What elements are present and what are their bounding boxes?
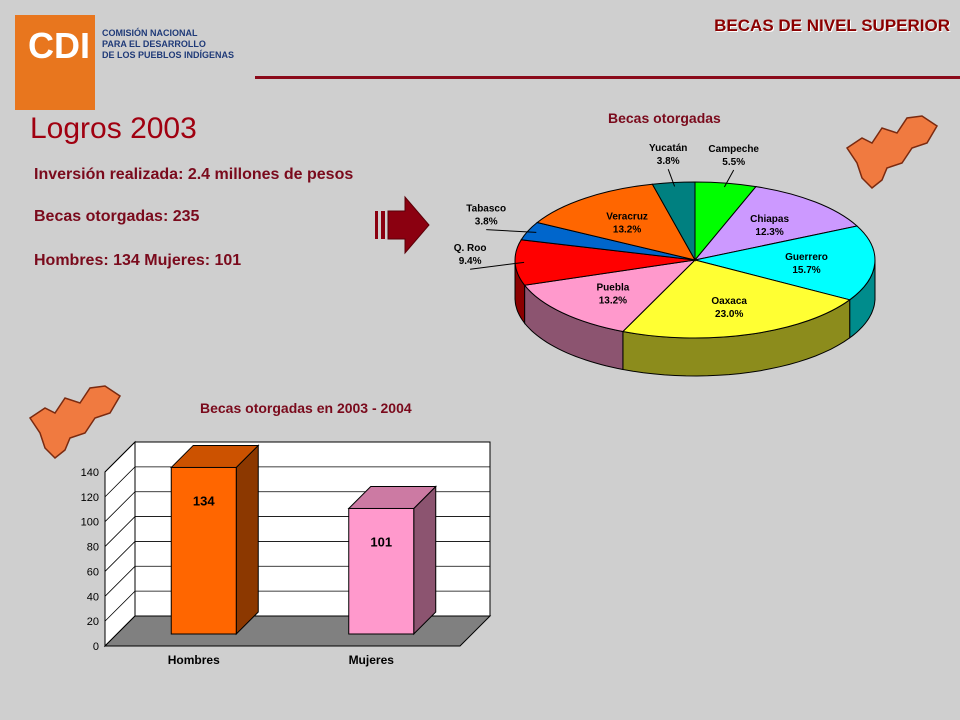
pie-leader-line xyxy=(723,169,735,188)
y-tick-label: 140 xyxy=(81,467,99,479)
gridline xyxy=(104,466,490,498)
pie-slice-4 xyxy=(523,259,697,333)
pie-leader-line xyxy=(470,261,525,270)
slide-title: BECAS DE NIVEL SUPERIOR xyxy=(714,16,950,35)
page-heading: Logros 2003 xyxy=(30,112,197,145)
pie-slice-7 xyxy=(536,183,696,261)
cdi-logo: CDI COMISIÓN NACIONAL PARA EL DESARROLLO… xyxy=(15,15,234,110)
pie-label-2: Guerrero xyxy=(785,252,828,263)
map-icon xyxy=(845,115,939,190)
pie-leader-line xyxy=(486,229,537,233)
pie-value-3: 23.0% xyxy=(715,309,743,320)
pie-label-0: Campeche xyxy=(708,144,759,155)
y-tick-label: 100 xyxy=(81,517,99,529)
plot-side-wall xyxy=(104,440,136,648)
investment-text: Inversión realizada: 2.4 millones de pes… xyxy=(34,166,354,183)
pie-value-8: 3.8% xyxy=(657,156,680,167)
pie-slice-1 xyxy=(693,186,859,261)
becas-text: Becas otorgadas: 235 xyxy=(34,208,200,225)
bar-data-label: 134 xyxy=(193,493,215,508)
pie-slice-3 xyxy=(621,259,851,339)
org-line-2: PARA EL DESARROLLO xyxy=(102,39,206,49)
bar-chart: 0 20 40 60 80 100 120 140 134 Hombres 101 Mujeres xyxy=(81,440,492,667)
gridline xyxy=(104,441,490,473)
title-divider xyxy=(255,76,960,79)
gender-text: Hombres: 134 Mujeres: 101 xyxy=(34,252,242,269)
logo-text: CDI xyxy=(28,25,90,66)
y-tick-label: 60 xyxy=(87,566,99,578)
y-tick-label: 40 xyxy=(87,591,99,603)
pie-label-1: Chiapas xyxy=(750,214,789,225)
bar-mujeres xyxy=(348,507,415,635)
org-line-3: DE LOS PUEBLOS INDÍGENAS xyxy=(102,50,234,60)
pie-value-5: 9.4% xyxy=(459,256,482,267)
pie-value-7: 13.2% xyxy=(613,225,641,236)
x-category-label: Mujeres xyxy=(349,653,395,667)
pie-label-5: Q. Roo xyxy=(454,243,487,254)
map-icon xyxy=(28,385,122,460)
y-tick-label: 120 xyxy=(81,492,99,504)
pie-label-6: Tabasco xyxy=(466,204,506,215)
arrow-right-icon xyxy=(375,195,430,255)
pie-value-6: 3.8% xyxy=(475,217,498,228)
bar-side xyxy=(413,485,437,636)
pie-value-1: 12.3% xyxy=(755,227,783,238)
pie-chart-title: Becas otorgadas xyxy=(608,110,721,126)
bar-data-label: 101 xyxy=(370,534,392,549)
pie-leader-line xyxy=(667,169,676,187)
pie-label-7: Veracruz xyxy=(606,212,648,223)
pie-slice-2 xyxy=(694,225,876,301)
y-tick-label: 80 xyxy=(87,542,99,554)
bar-side xyxy=(235,444,259,636)
y-tick-label: 20 xyxy=(87,616,99,628)
org-line-1: COMISIÓN NACIONAL xyxy=(102,27,198,38)
x-category-label: Hombres xyxy=(168,653,220,667)
pie-value-0: 5.5% xyxy=(722,157,745,168)
pie-label-8: Yucatán xyxy=(649,143,687,154)
pie-label-4: Puebla xyxy=(597,283,630,294)
pie-value-2: 15.7% xyxy=(792,265,820,276)
bar-hombres xyxy=(170,466,237,635)
pie-label-3: Oaxaca xyxy=(711,296,747,307)
plot-floor xyxy=(103,615,492,647)
y-tick-label: 0 xyxy=(93,641,99,653)
pie-chart: Campeche 5.5% Chiapas 12.3% Guerrero 15.7% Oax… xyxy=(454,143,876,377)
pie-slice-5 xyxy=(514,239,696,286)
bar-chart-title: Becas otorgadas en 2003 - 2004 xyxy=(200,400,412,416)
pie-value-4: 13.2% xyxy=(599,296,627,307)
